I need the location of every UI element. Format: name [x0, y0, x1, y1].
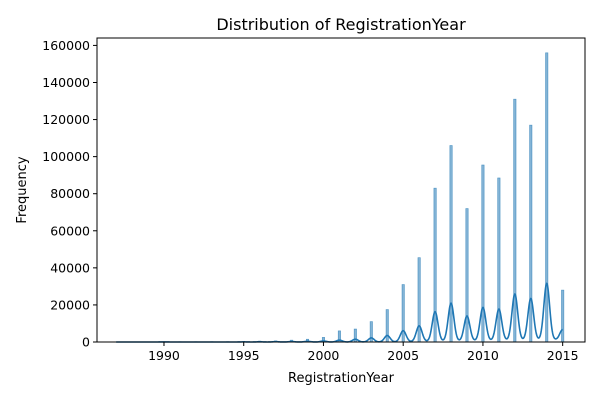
x-tick-label: 2015: [547, 348, 579, 363]
histogram-bar: [385, 309, 389, 343]
histogram-bar: [513, 98, 517, 343]
y-tick-label: 60000: [50, 223, 90, 238]
histogram-bar: [545, 52, 549, 343]
histogram-bar: [497, 177, 501, 343]
y-tick-label: 100000: [42, 149, 90, 164]
x-tick-label: 2005: [387, 348, 419, 363]
chart-title: Distribution of RegistrationYear: [216, 15, 466, 34]
y-tick-label: 40000: [50, 260, 90, 275]
x-tick-label: 2000: [308, 348, 340, 363]
histogram-bar: [529, 124, 533, 343]
axes-layer: 1990 1995 2000 2005 2010 2015 0 20000 40000 60000…: [42, 37, 586, 363]
histogram-bar: [449, 145, 453, 343]
x-tick-label: 1995: [228, 348, 260, 363]
y-tick-label: 80000: [50, 186, 90, 201]
bars-layer: [114, 52, 565, 343]
y-tick-label: 140000: [42, 75, 90, 90]
histogram-bar: [481, 164, 485, 343]
y-axis-label: Frequency: [15, 156, 30, 223]
x-tick-label: 1990: [148, 348, 180, 363]
histogram-bar: [465, 208, 469, 343]
y-tick-label: 120000: [42, 112, 90, 127]
histogram-bar: [401, 284, 405, 343]
y-tick-label: 20000: [50, 297, 90, 312]
x-tick-label: 2010: [467, 348, 499, 363]
y-tick-label: 0: [82, 335, 90, 350]
x-axis-label: RegistrationYear: [288, 371, 395, 386]
histogram-bar: [433, 187, 437, 343]
plot-frame: [96, 37, 586, 343]
histogram-bar: [417, 257, 421, 343]
y-tick-label: 160000: [42, 38, 90, 53]
histogram-bar: [561, 289, 565, 343]
